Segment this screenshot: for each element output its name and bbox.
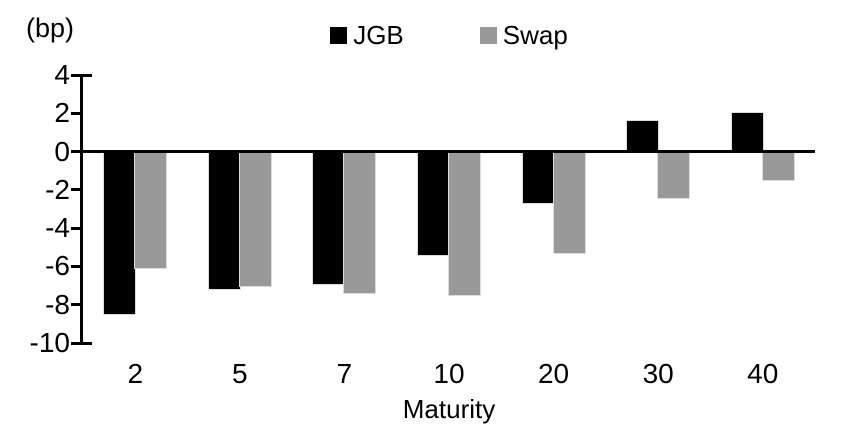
plot-area: 4 2 0 -2 -4 -6 -8 -10 2 5 7 10 20 30 40 (30, 61, 815, 388)
y-tick--2 (71, 188, 80, 192)
bar-jgb-30 (627, 120, 659, 152)
x-tick-label-20: 20 (537, 358, 570, 389)
bar-jgb-10 (418, 151, 449, 255)
y-tick-label-0: 0 (54, 135, 70, 167)
x-tick-label-2: 2 (127, 358, 144, 389)
bar-swap-40 (762, 151, 794, 181)
y-tick-label--8: -8 (45, 288, 70, 320)
bar-swap-7 (344, 151, 376, 294)
y-axis-unit-label: (bp) (26, 13, 75, 43)
y-tick-4 (71, 73, 92, 77)
x-tick-label-5: 5 (232, 358, 248, 389)
bar-jgb-40 (731, 113, 763, 152)
bar-jgb-20 (522, 151, 554, 204)
y-tick-label-2: 2 (54, 97, 70, 129)
y-tick-label--10: -10 (29, 327, 70, 358)
legend-item-swap: Swap (479, 20, 568, 50)
legend-label-swap: Swap (502, 20, 568, 50)
x-tick-label-7: 7 (336, 358, 353, 389)
x-axis-title: Maturity (402, 394, 496, 424)
legend: JGB Swap (83, 21, 815, 49)
y-tick-0 (71, 150, 80, 154)
y-tick--6 (71, 264, 80, 268)
y-axis-line (80, 74, 83, 344)
y-tick-label--6: -6 (45, 250, 70, 282)
x-axis-zero-line (83, 150, 815, 154)
y-tick--4 (71, 226, 80, 230)
y-tick--10 (71, 341, 92, 345)
legend-swatch-swap (479, 26, 497, 44)
legend-label-jgb: JGB (353, 20, 404, 50)
bar-swap-10 (449, 151, 480, 296)
x-tick-label-30: 30 (642, 358, 674, 389)
y-tick-label-4: 4 (54, 59, 70, 90)
y-tick-label--4: -4 (45, 212, 70, 244)
legend-swatch-jgb (330, 26, 348, 44)
bar-swap-2 (135, 151, 167, 269)
x-tick-label-10: 10 (433, 358, 465, 389)
y-tick-2 (71, 111, 80, 115)
bar-jgb-2 (104, 151, 136, 315)
bar-jgb-7 (313, 151, 345, 284)
y-tick--8 (71, 303, 80, 307)
bar-swap-20 (553, 151, 585, 254)
y-tick-label--2: -2 (45, 173, 70, 205)
x-tick-label-40: 40 (747, 358, 779, 389)
bar-jgb-5 (208, 151, 240, 290)
bar-swap-30 (658, 151, 690, 198)
bar-swap-5 (239, 151, 271, 286)
legend-item-jgb: JGB (330, 21, 404, 49)
